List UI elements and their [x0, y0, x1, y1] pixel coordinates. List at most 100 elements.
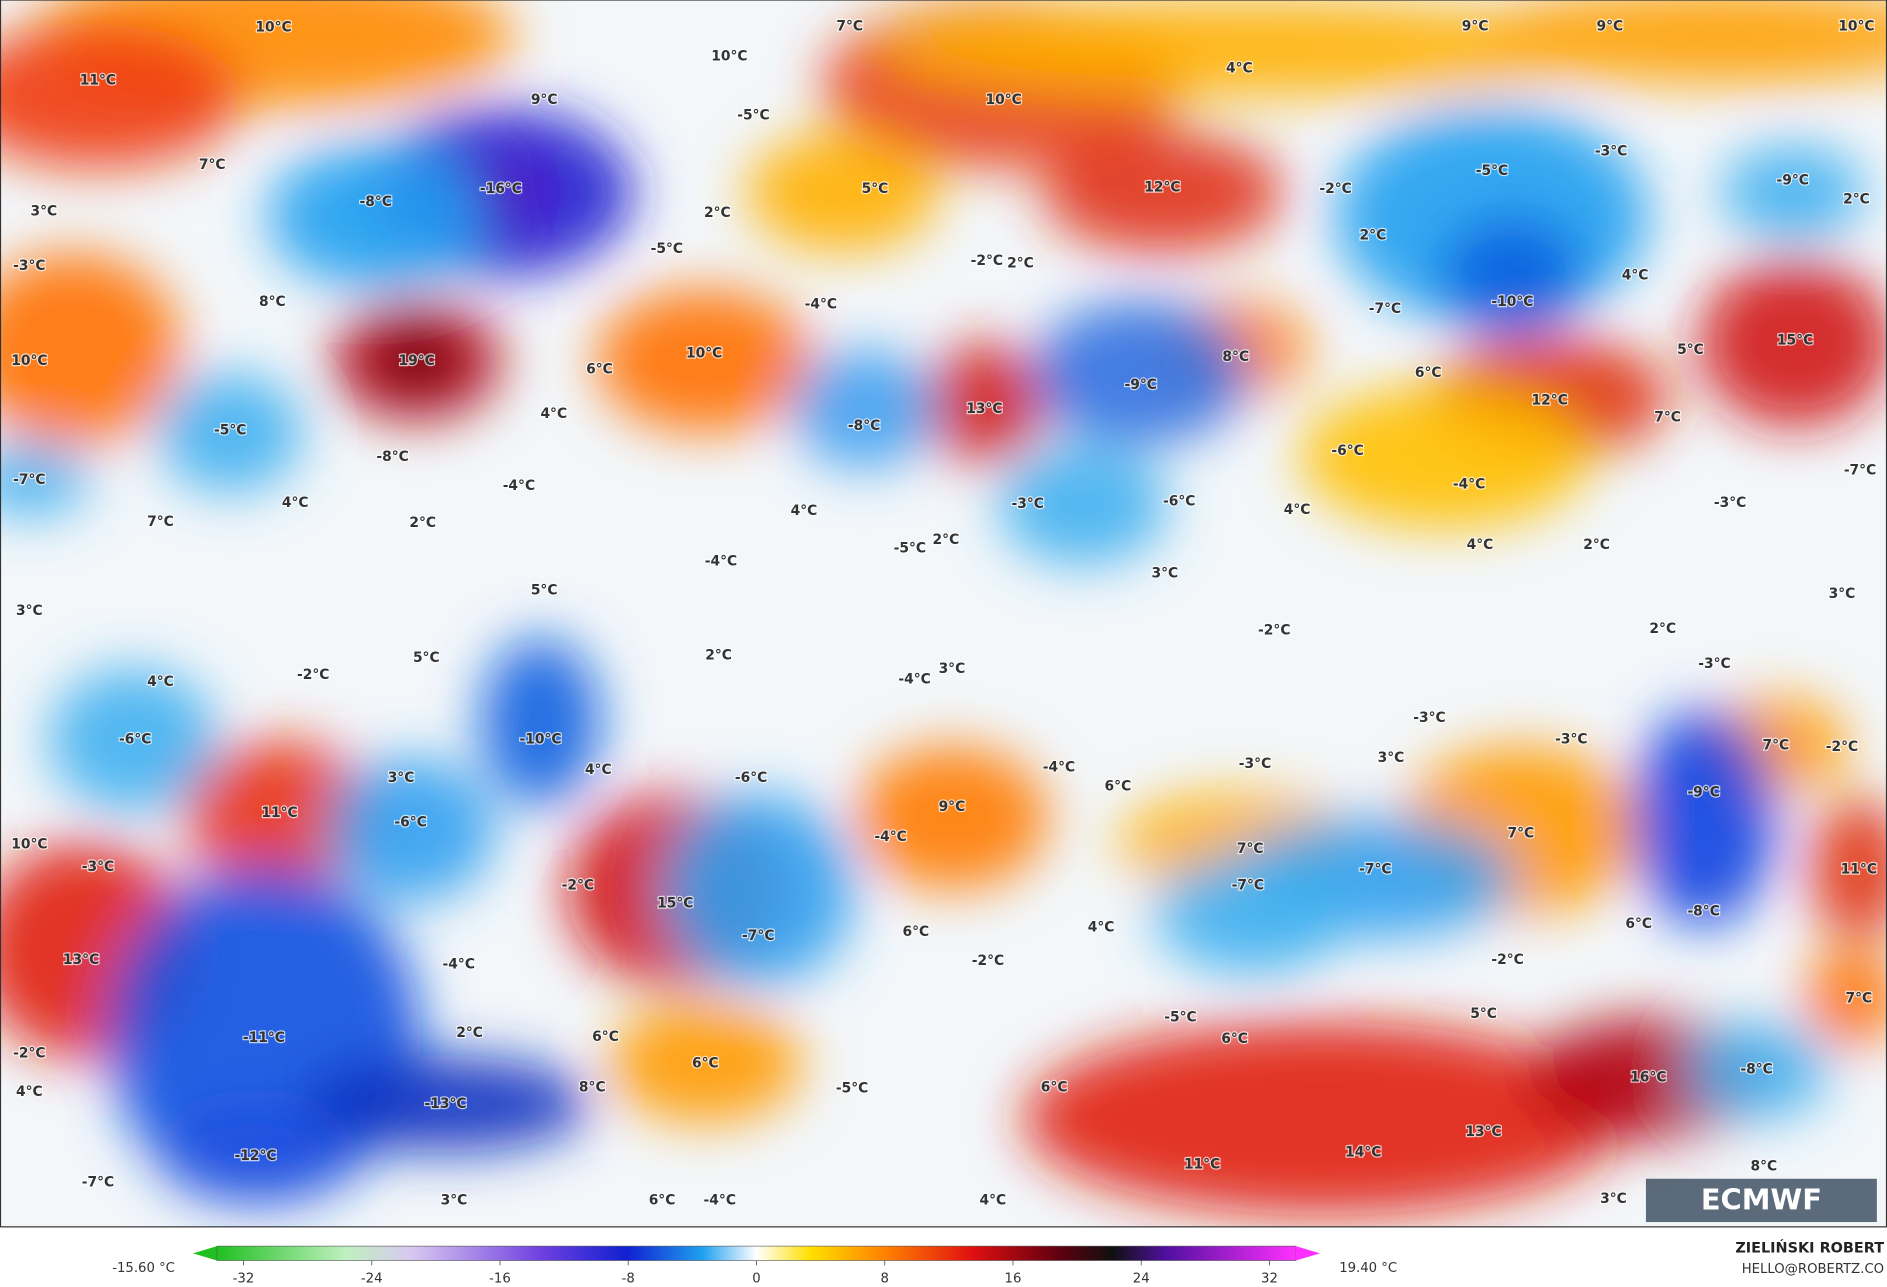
temperature-label: -3°C — [1595, 144, 1627, 160]
author: ZIELIŃSKI ROBERT — [1735, 1239, 1884, 1257]
temperature-label: 2°C — [1007, 255, 1034, 271]
temperature-label: -13°C — [425, 1096, 467, 1112]
field-blob — [1480, 0, 1887, 85]
temperature-label: 14°C — [1345, 1144, 1381, 1160]
colorbar-ticks: -32 -24 -16 -8 0 8 16 24 32 — [233, 1260, 1278, 1287]
temperature-label: -10°C — [1491, 294, 1533, 310]
temperature-label: -3°C — [1698, 656, 1730, 672]
temperature-label: -2°C — [562, 877, 594, 893]
field-blob — [1631, 709, 1776, 927]
temperature-label: 8°C — [579, 1079, 606, 1095]
field-blob — [1042, 132, 1283, 253]
contact: HELLO@ROBERTZ.CO — [1742, 1262, 1884, 1277]
temperature-label: 2°C — [933, 532, 960, 548]
temperature-label: 15°C — [1777, 332, 1813, 348]
temperature-label: 9°C — [1462, 18, 1489, 34]
temperature-label: -6°C — [1331, 443, 1363, 459]
field-blob — [1684, 1022, 1829, 1119]
temperature-label: 5°C — [413, 650, 440, 666]
temperature-label: -3°C — [1714, 495, 1746, 511]
field-blob — [159, 1106, 352, 1203]
temperature-label: 12°C — [1532, 393, 1568, 409]
logo-box — [1645, 1178, 1877, 1223]
temperature-label: 5°C — [1470, 1006, 1497, 1022]
temperature-label: 3°C — [1829, 586, 1856, 602]
temperature-label: 16°C — [1630, 1070, 1666, 1086]
temperature-label: 5°C — [862, 181, 889, 197]
field-blob — [791, 348, 937, 470]
temperature-label: 19°C — [399, 353, 435, 369]
colorbar-tick-label: 24 — [1133, 1272, 1150, 1287]
field-blob — [609, 1003, 802, 1124]
temperature-label: 7°C — [1845, 990, 1872, 1006]
temperature-label: -5°C — [651, 241, 683, 257]
temperature-label: 2°C — [1843, 192, 1870, 208]
colorbar-tick-label: -32 — [233, 1272, 255, 1287]
field-blob — [1810, 797, 1887, 942]
temperature-label: -5°C — [1164, 1010, 1196, 1026]
temperature-label: 4°C — [540, 406, 567, 422]
temperature-label: 15°C — [657, 895, 693, 911]
temperature-label: 7°C — [1654, 409, 1681, 425]
temperature-label: 10°C — [985, 92, 1021, 108]
temperature-label: -4°C — [704, 1192, 736, 1208]
colorbar-tick-label: -16 — [489, 1272, 511, 1287]
colorbar-tick-label: -24 — [361, 1272, 383, 1287]
temperature-label: 6°C — [692, 1055, 719, 1071]
temperature-label: 7°C — [836, 18, 863, 34]
temperature-label: 12°C — [1144, 180, 1180, 196]
temperature-label: 10°C — [11, 836, 47, 852]
temperature-label: -3°C — [1011, 496, 1043, 512]
temperature-label: 10°C — [1838, 18, 1874, 34]
temperature-label: 7°C — [1762, 738, 1789, 754]
field-blob — [1155, 853, 1348, 975]
temperature-label: -9°C — [1687, 785, 1719, 801]
temperature-label: -10°C — [520, 732, 562, 748]
temperature-label: -5°C — [836, 1081, 868, 1097]
temperature-label: 9°C — [1597, 18, 1624, 34]
temperature-label: 11°C — [1841, 862, 1877, 878]
temperature-label: 7°C — [199, 157, 226, 173]
temperature-label: 3°C — [1151, 566, 1178, 582]
temperature-label: 9°C — [939, 799, 966, 815]
temperature-label: -5°C — [1476, 163, 1508, 179]
field-blob — [924, 342, 1045, 464]
field-blob — [48, 667, 218, 812]
temperature-label: 4°C — [282, 495, 309, 511]
field-blob — [878, 0, 1601, 97]
temperature-label: 4°C — [1284, 502, 1311, 518]
colorbar-tick-label: -8 — [622, 1272, 635, 1287]
temperature-label: -2°C — [972, 953, 1004, 969]
temperature-label: -2°C — [1258, 622, 1290, 638]
temperature-label: -4°C — [1043, 759, 1075, 775]
temperature-label: 3°C — [388, 770, 415, 786]
temperature-label: -8°C — [1687, 904, 1719, 920]
temperature-label: -2°C — [13, 1046, 45, 1062]
colorbar-min: -15.60 °C — [112, 1261, 175, 1276]
colorbar-tick-label: 0 — [752, 1272, 760, 1287]
temperature-label: 6°C — [1625, 916, 1652, 932]
temperature-label: -2°C — [1826, 739, 1858, 755]
temperature-label: 4°C — [1226, 61, 1253, 77]
temperature-label: -7°C — [1844, 462, 1876, 478]
temperature-label: -4°C — [805, 296, 837, 312]
map-frame — [0, 0, 1887, 1228]
temperature-label: 8°C — [1222, 349, 1249, 365]
temperature-label: 3°C — [441, 1192, 468, 1208]
temperature-label: -7°C — [82, 1174, 114, 1190]
temperature-label: 10°C — [711, 49, 747, 65]
temperature-label: 4°C — [147, 674, 174, 690]
field-blob — [183, 740, 376, 886]
temperature-label: -8°C — [376, 449, 408, 465]
temperature-label: 2°C — [1583, 537, 1610, 553]
temperature-label: -2°C — [971, 253, 1003, 269]
temperature-label: -8°C — [360, 194, 392, 210]
temperature-label: 6°C — [592, 1029, 619, 1045]
temperature-label: 2°C — [409, 515, 436, 531]
temperature-label: 2°C — [1360, 228, 1387, 244]
temperature-label: -7°C — [1369, 301, 1401, 317]
temperature-label: 4°C — [585, 762, 612, 778]
temperature-label: -9°C — [1776, 172, 1808, 188]
